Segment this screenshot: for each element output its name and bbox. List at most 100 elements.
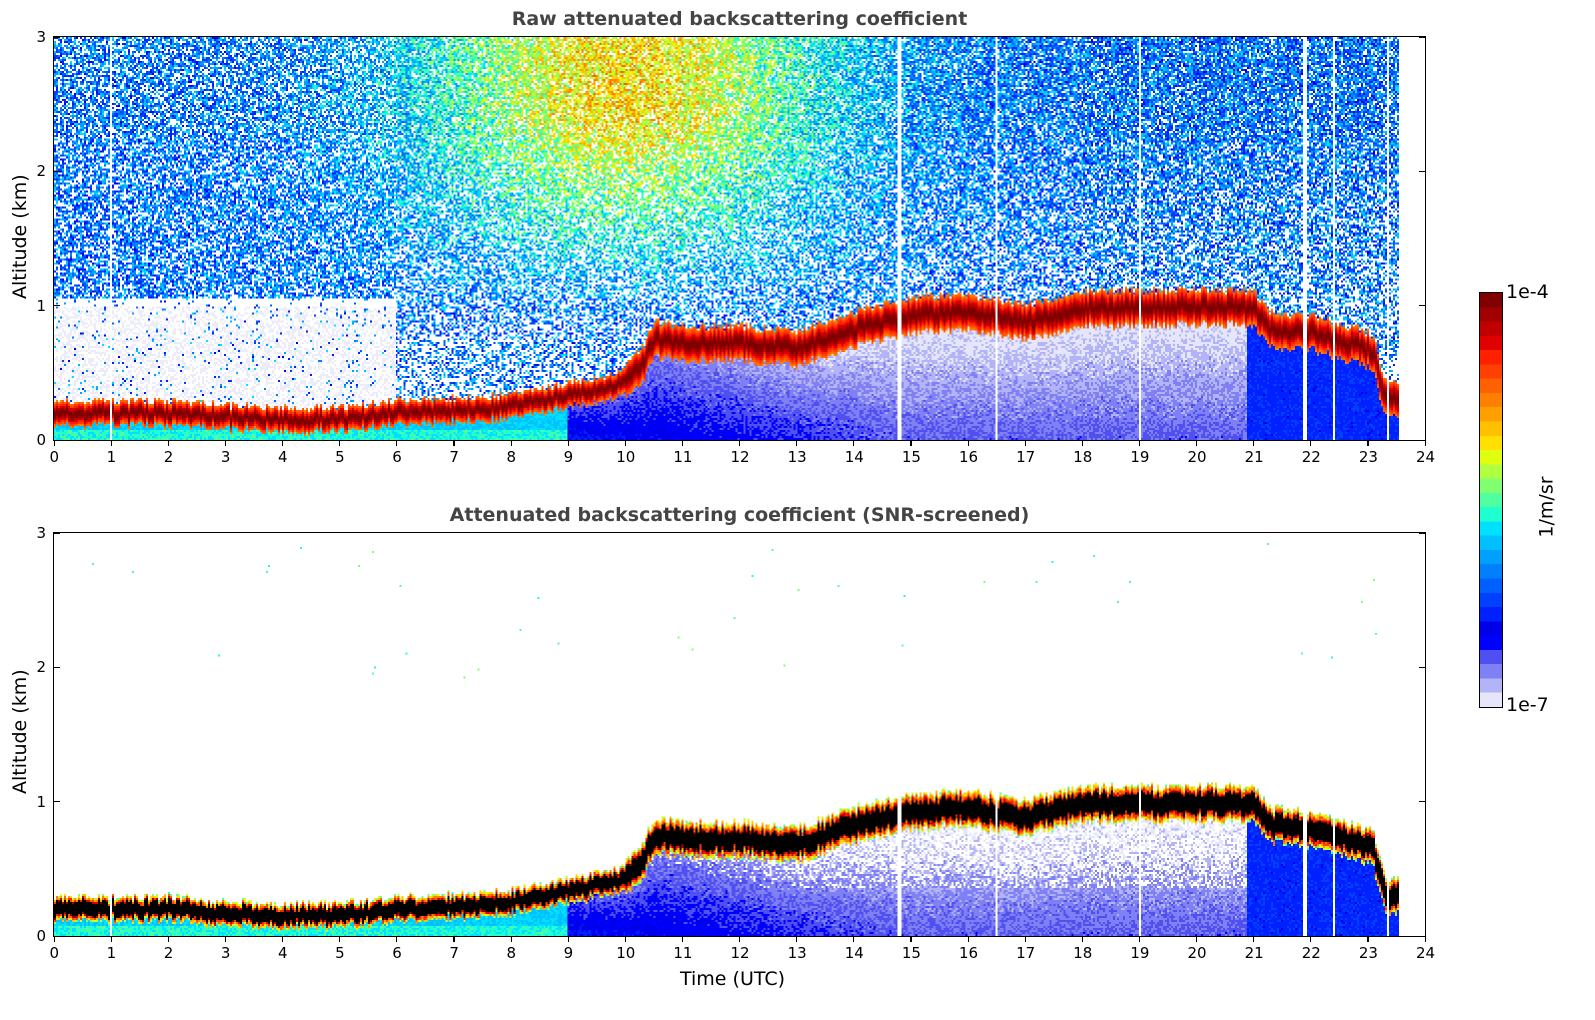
colorbar-min-label: 1e-7	[1506, 694, 1549, 716]
x-tick-label: 1	[106, 448, 117, 466]
x-tick-label: 6	[392, 944, 402, 962]
x-tick-label: 3	[220, 448, 231, 466]
x-tick-label: 0	[49, 944, 60, 962]
x-tick	[853, 440, 855, 446]
y-tick	[54, 666, 60, 669]
x-tick	[396, 440, 398, 446]
x-tick-label: 24	[1416, 448, 1436, 466]
y-tick	[54, 170, 60, 173]
x-tick	[739, 936, 741, 942]
x-tick	[567, 936, 569, 942]
y-tick-right	[1419, 439, 1425, 441]
x-tick	[681, 440, 684, 446]
x-tick	[1024, 936, 1026, 942]
x-tick-label: 16	[959, 448, 979, 466]
x-tick	[1081, 936, 1083, 942]
x-tick-label: 1	[106, 944, 117, 962]
top-heatmap	[54, 37, 1425, 440]
y-tick-label: 3	[36, 524, 46, 542]
x-tick-label: 8	[506, 944, 517, 962]
x-tick-label: 24	[1416, 944, 1436, 962]
x-tick	[1024, 440, 1026, 446]
y-tick-label: 1	[36, 792, 46, 811]
bottom-plot-title: Attenuated backscattering coefficient (S…	[449, 504, 1030, 526]
x-tick-label: 21	[1244, 944, 1264, 962]
x-tick	[1253, 440, 1255, 446]
x-tick-label: 19	[1130, 448, 1150, 466]
x-tick	[510, 936, 512, 942]
top-plot-title: Raw attenuated backscattering coefficien…	[511, 8, 968, 30]
y-tick-label: 3	[36, 28, 46, 46]
x-tick	[396, 936, 398, 942]
x-tick-label: 17	[1016, 448, 1036, 466]
x-tick-label: 20	[1187, 944, 1207, 962]
x-tick-label: 22	[1301, 944, 1321, 962]
x-tick-label: 23	[1358, 944, 1378, 962]
x-tick	[510, 440, 512, 446]
x-tick	[1310, 440, 1312, 446]
x-tick-label: 10	[616, 944, 636, 962]
x-tick	[453, 936, 455, 942]
x-tick-label: 18	[1073, 448, 1093, 466]
y-tick	[54, 935, 60, 937]
x-tick-label: 13	[787, 448, 807, 466]
x-tick-label: 18	[1073, 944, 1093, 962]
x-tick	[1196, 936, 1198, 942]
x-tick	[339, 440, 341, 446]
bottom-plot-frame	[53, 532, 1426, 937]
x-tick-label: 5	[335, 448, 345, 466]
x-tick	[853, 936, 855, 942]
y-tick-label: 2	[36, 658, 46, 677]
x-tick	[339, 936, 341, 942]
y-tick-right	[1419, 305, 1425, 307]
x-tick-label: 5	[335, 944, 345, 962]
x-tick-label: 19	[1130, 944, 1150, 962]
x-tick	[624, 936, 626, 942]
x-tick-label: 3	[220, 944, 231, 962]
x-tick-label: 17	[1016, 944, 1036, 962]
colorbar-max-label: 1e-4	[1506, 281, 1549, 303]
bottom-y-axis-label: Altitude (km)	[9, 669, 31, 794]
x-tick	[1310, 936, 1312, 942]
x-tick	[796, 936, 798, 942]
x-tick-label: 13	[787, 944, 807, 962]
x-tick	[567, 440, 569, 446]
x-tick-label: 10	[616, 448, 636, 466]
y-tick	[54, 36, 60, 38]
x-tick-label: 4	[278, 944, 288, 962]
y-tick	[54, 801, 60, 803]
x-tick	[967, 936, 969, 942]
x-tick-label: 2	[163, 944, 174, 962]
x-tick-label: 9	[563, 448, 574, 466]
x-tick-label: 9	[563, 944, 574, 962]
x-tick-label: 11	[673, 944, 693, 962]
x-tick	[1196, 440, 1198, 446]
x-tick	[453, 440, 455, 446]
x-tick-label: 11	[673, 448, 693, 466]
x-tick	[910, 936, 912, 942]
x-tick	[1367, 936, 1369, 942]
y-tick-label: 0	[36, 431, 46, 449]
bottom-heatmap	[54, 533, 1425, 936]
y-tick-right	[1419, 801, 1425, 803]
x-tick	[110, 936, 112, 942]
y-tick	[54, 532, 60, 534]
x-tick	[1253, 936, 1255, 942]
x-tick-label: 14	[844, 944, 864, 962]
x-tick	[624, 440, 626, 446]
colorbar-unit-label: 1/m/sr	[1535, 476, 1558, 538]
y-tick-right	[1419, 935, 1425, 937]
y-tick	[54, 439, 60, 441]
x-tick	[282, 936, 284, 942]
x-tick	[1424, 936, 1426, 942]
y-tick-right	[1419, 532, 1425, 534]
x-tick	[224, 440, 227, 446]
x-tick-label: 7	[449, 448, 459, 466]
x-tick	[53, 440, 55, 446]
x-tick-label: 2	[163, 448, 174, 466]
x-tick	[1367, 440, 1369, 446]
x-tick	[53, 936, 55, 942]
x-tick	[1138, 936, 1141, 942]
x-tick	[224, 936, 227, 942]
x-tick	[1138, 440, 1141, 446]
